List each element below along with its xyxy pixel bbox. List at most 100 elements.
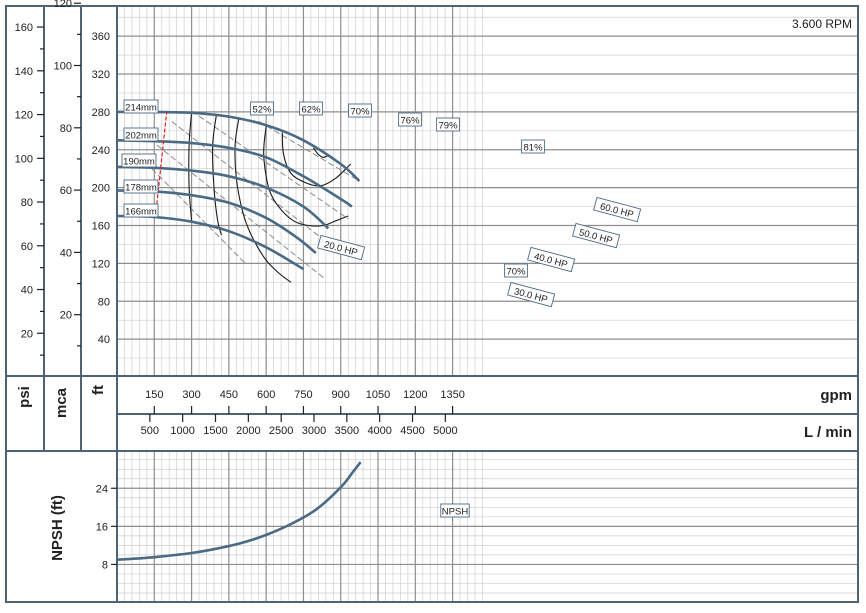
gpm-tick-label: 1350 xyxy=(440,389,464,401)
efficiency-label-box xyxy=(398,112,422,127)
power-line xyxy=(191,110,349,220)
efficiency-curves xyxy=(188,111,352,283)
efficiency-label-text: 62% xyxy=(301,105,321,116)
impeller-label: 202mm xyxy=(123,127,159,142)
efficiency-label-text: 70% xyxy=(350,107,370,118)
efficiency-label: 70% xyxy=(504,263,528,278)
lmin-tick-label: 4500 xyxy=(400,425,424,437)
impeller-label-box xyxy=(123,99,159,114)
efficiency-label: 52% xyxy=(250,101,274,116)
ft-tick-label: 200 xyxy=(92,183,110,195)
impeller-label-text: 190mm xyxy=(123,157,155,168)
psi-tick-label: 40 xyxy=(21,285,33,297)
mca-tick-label: 60 xyxy=(60,185,72,197)
power-label-box xyxy=(572,222,621,249)
psi-tick-label: 60 xyxy=(21,241,33,253)
npsh-curve xyxy=(116,461,362,561)
power-line xyxy=(258,120,360,182)
efficiency-label-box xyxy=(299,101,323,116)
min-diameter-line xyxy=(154,111,168,217)
left-axes: 20 40 60 80 100 120 140 160 20 40 60 80 100 120 40 80 12… xyxy=(15,0,117,571)
lmin-tick-label: 1000 xyxy=(170,425,194,437)
npsh-series-label: NPSH xyxy=(440,503,470,518)
ft-tick-label: 40 xyxy=(98,334,110,346)
npsh-curve-group xyxy=(116,461,362,561)
power-lines xyxy=(151,110,360,280)
efficiency-curve xyxy=(188,111,193,221)
lmin-tick-label: 4000 xyxy=(367,425,391,437)
ft-unit-label: ft xyxy=(90,385,107,395)
efficiency-label-text: 70% xyxy=(506,267,526,278)
efficiency-label-text: 81% xyxy=(523,143,543,154)
efficiency-label-box xyxy=(436,117,460,132)
ft-tick-label: 320 xyxy=(92,69,110,81)
lmin-tick-label: 5000 xyxy=(433,425,457,437)
impeller-curve xyxy=(116,165,330,230)
lmin-tick-label: 3500 xyxy=(335,425,359,437)
lmin-tick-label: 3000 xyxy=(302,425,326,437)
chart-frame xyxy=(5,5,859,603)
ft-tick-label: 280 xyxy=(92,107,110,119)
power-label-box xyxy=(527,246,576,273)
ft-tick-label: 360 xyxy=(92,31,110,43)
lmin-tick-label: 2500 xyxy=(269,425,293,437)
gpm-tick-label: 750 xyxy=(294,389,312,401)
ft-tick-label: 120 xyxy=(92,258,110,270)
psi-tick-label: 140 xyxy=(15,66,33,78)
power-label-box xyxy=(593,196,642,223)
impeller-label-text: 214mm xyxy=(125,103,157,114)
impeller-label-box xyxy=(123,203,159,218)
rpm-label: 3.600 RPM xyxy=(792,17,852,31)
efficiency-label-text: 79% xyxy=(438,121,458,132)
gpm-unit-label: gpm xyxy=(820,387,852,404)
efficiency-label: 76% xyxy=(398,112,422,127)
efficiency-label-box xyxy=(348,103,372,118)
power-line xyxy=(171,120,334,248)
efficiency-curve xyxy=(263,126,349,227)
impeller-label-box xyxy=(121,153,157,168)
impeller-label-text: 166mm xyxy=(125,207,157,218)
impeller-label: 178mm xyxy=(123,179,159,194)
mca-tick-label: 120 xyxy=(54,0,72,10)
efficiency-label: 70% xyxy=(348,103,372,118)
npsh-series-label-text: NPSH xyxy=(442,507,469,518)
power-label: 60.0 HP xyxy=(593,196,642,223)
psi-tick-label: 80 xyxy=(21,197,33,209)
psi-tick-label: 100 xyxy=(15,153,33,165)
x-axes: 150 300 450 600 750 900 1050 1200 1350 500 1000 150… xyxy=(141,389,465,437)
psi-tick-label: 160 xyxy=(15,22,33,34)
mca-unit-label: mca xyxy=(53,387,70,418)
mca-tick-label: 80 xyxy=(60,123,72,135)
lmin-unit-label: L / min xyxy=(804,424,852,441)
ft-tick-label: 160 xyxy=(92,221,110,233)
efficiency-label-box xyxy=(504,263,528,278)
gpm-tick-label: 450 xyxy=(220,389,238,401)
efficiency-label-text: 76% xyxy=(400,116,420,127)
npsh-axis-label: NPSH (ft) xyxy=(49,495,66,561)
main-grid xyxy=(117,6,858,376)
efficiency-curve xyxy=(312,147,329,158)
npsh-grid xyxy=(117,452,858,601)
mca-tick-label: 100 xyxy=(54,61,72,73)
npsh-tick-label: 8 xyxy=(102,559,108,571)
impeller-label-text: 178mm xyxy=(125,183,157,194)
psi-unit-label: psi xyxy=(16,386,33,408)
impeller-label-text: 202mm xyxy=(125,131,157,142)
power-label-box xyxy=(317,234,366,261)
power-label: 30.0 HP xyxy=(507,281,556,308)
efficiency-label: 81% xyxy=(521,139,545,154)
efficiency-curve xyxy=(281,132,352,187)
mca-tick-label: 40 xyxy=(60,247,72,259)
npsh-tick-label: 16 xyxy=(96,521,108,533)
ft-tick-label: 240 xyxy=(92,145,110,157)
impeller-label: 190mm xyxy=(121,153,157,168)
gpm-tick-label: 900 xyxy=(332,389,350,401)
chart-labels: 214mm 202mm 190mm 178mm 166mm 52% 62% 70% 76% 79%… xyxy=(121,99,642,518)
efficiency-label: 62% xyxy=(299,101,323,116)
efficiency-label-text: 52% xyxy=(252,105,272,116)
power-line xyxy=(151,168,247,265)
efficiency-label: 79% xyxy=(436,117,460,132)
npsh-tick-label: 24 xyxy=(96,483,108,495)
lmin-tick-label: 2000 xyxy=(236,425,260,437)
